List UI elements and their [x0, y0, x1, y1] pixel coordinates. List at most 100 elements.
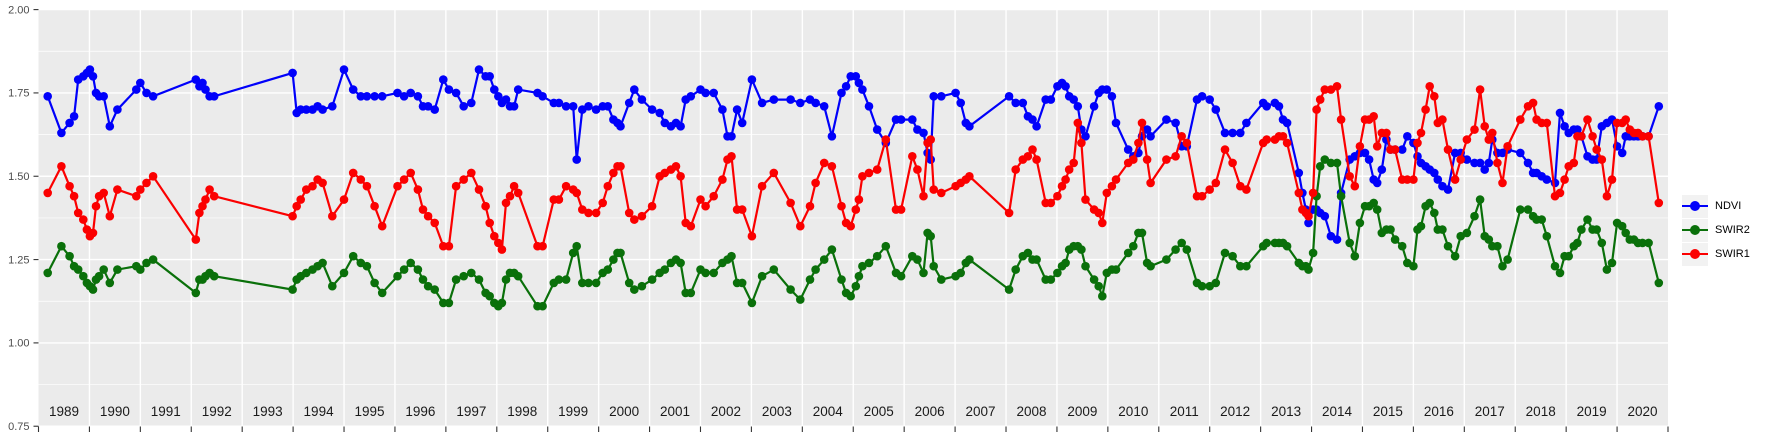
- swir2-data-point: [1397, 241, 1407, 251]
- legend: NDVI SWIR2 SWIR1: [1682, 194, 1750, 266]
- swir1-data-point: [747, 231, 757, 241]
- swir1-data-point: [965, 172, 974, 181]
- ndvi-data-point: [965, 122, 974, 131]
- legend-label-swir1: SWIR1: [1715, 248, 1750, 260]
- swir2-data-point: [1503, 255, 1512, 264]
- ndvi-data-point: [937, 92, 946, 101]
- swir1-data-point: [1134, 138, 1143, 148]
- swir1-data-point: [136, 185, 145, 194]
- swir1-data-point: [1425, 82, 1434, 91]
- swir2-data-point: [1098, 291, 1107, 301]
- ndvi-data-point: [561, 102, 571, 111]
- swir2-data-point: [1171, 245, 1180, 254]
- swir1-data-point: [908, 152, 917, 161]
- swir1-data-point: [105, 211, 115, 221]
- swir1-data-point: [1011, 165, 1020, 174]
- swir1-data-point: [1061, 175, 1070, 184]
- swir1-data-point: [1032, 155, 1041, 164]
- ndvi-data-point: [348, 85, 358, 94]
- swir1-data-point: [1542, 118, 1552, 128]
- ndvi-data-point: [1480, 165, 1489, 174]
- ndvi-data-point: [1171, 118, 1180, 128]
- swir1-data-point: [1073, 118, 1083, 128]
- ndvi-data-point: [69, 112, 79, 121]
- ndvi-data-point: [1089, 102, 1099, 111]
- ndvi-data-point: [1032, 122, 1041, 131]
- swir1-data-point: [598, 198, 607, 208]
- swir2-data-point: [348, 251, 358, 261]
- ndvi-data-point: [1403, 132, 1412, 141]
- swir1-data-point: [73, 208, 83, 218]
- swir2-data-point: [1621, 228, 1630, 238]
- x-axis-year-label: 2017: [1475, 404, 1505, 419]
- swir1-data-point: [864, 168, 874, 178]
- swir1-data-point: [1577, 132, 1586, 141]
- ndvi-data-point: [1211, 105, 1221, 114]
- ndvi-data-point: [1364, 155, 1374, 164]
- swir1-data-point: [709, 191, 718, 201]
- swir1-data-point: [896, 205, 906, 214]
- y-axis-tick-label: 2.00: [8, 4, 29, 16]
- swir2-data-point: [578, 278, 587, 288]
- swir1-data-point: [191, 235, 201, 244]
- swir2-data-point: [1182, 245, 1192, 254]
- swir2-data-point: [288, 285, 297, 294]
- swir1-data-point: [79, 215, 88, 224]
- swir1-data-point: [554, 195, 564, 204]
- y-axis-tick-label: 0.75: [8, 421, 29, 433]
- ndvi-data-point: [864, 102, 874, 111]
- swir2-data-point: [1197, 281, 1207, 291]
- ndvi-data-point: [474, 65, 484, 74]
- swir2-data-point: [591, 278, 601, 288]
- ndvi-data-point: [444, 85, 454, 94]
- swir2-data-point: [1304, 265, 1313, 274]
- swir1-legend-key-icon: [1682, 242, 1708, 266]
- swir1-data-point: [393, 181, 402, 191]
- swir1-data-point: [1382, 128, 1391, 138]
- swir2-data-point: [864, 258, 874, 268]
- swir1-data-point: [509, 181, 519, 191]
- swir2-data-point: [1089, 275, 1099, 284]
- swir1-data-point: [198, 201, 207, 211]
- swir2-data-point: [1355, 218, 1365, 228]
- swir1-data-point: [1555, 188, 1565, 198]
- swir2-data-point: [377, 288, 387, 298]
- swir2-data-point: [1443, 241, 1453, 251]
- swir1-data-point: [671, 162, 681, 171]
- swir2-data-point: [1211, 278, 1221, 288]
- swir2-data-point: [701, 268, 710, 278]
- ndvi-data-point: [136, 78, 145, 88]
- ndvi-data-point: [88, 72, 98, 81]
- swir1-data-point: [418, 205, 428, 214]
- swir1-data-point: [1220, 145, 1230, 154]
- swir1-data-point: [308, 181, 317, 191]
- x-axis-year-label: 2018: [1526, 404, 1556, 419]
- swir2-data-point: [1430, 208, 1439, 218]
- swir1-data-point: [1597, 155, 1607, 164]
- swir2-data-point: [1350, 251, 1360, 261]
- swir1-data-point: [837, 201, 846, 211]
- swir1-data-point: [1336, 115, 1346, 124]
- swir1-data-point: [370, 201, 379, 211]
- swir2-data-point: [1061, 258, 1070, 268]
- swir2-data-point: [1326, 158, 1336, 168]
- swir1-data-point: [1592, 145, 1601, 154]
- swir1-data-point: [1569, 158, 1579, 168]
- swir2-data-point: [318, 258, 327, 268]
- swir1-data-point: [561, 181, 571, 191]
- swir2-data-point: [1177, 238, 1186, 248]
- ndvi-data-point: [737, 118, 747, 128]
- swir1-data-point: [377, 221, 387, 231]
- swir1-data-point: [1644, 132, 1653, 141]
- ndvi-data-point: [1560, 122, 1569, 131]
- swir1-data-point: [1098, 218, 1107, 228]
- ndvi-data-point: [113, 105, 122, 114]
- swir1-data-point: [1470, 125, 1479, 134]
- swir2-data-point: [1583, 215, 1592, 224]
- swir2-data-point: [1537, 215, 1546, 224]
- ndvi-data-point: [43, 92, 52, 101]
- ndvi-legend-key-icon: [1682, 194, 1708, 218]
- ndvi-data-point: [1377, 165, 1387, 174]
- ndvi-data-point: [1555, 108, 1565, 118]
